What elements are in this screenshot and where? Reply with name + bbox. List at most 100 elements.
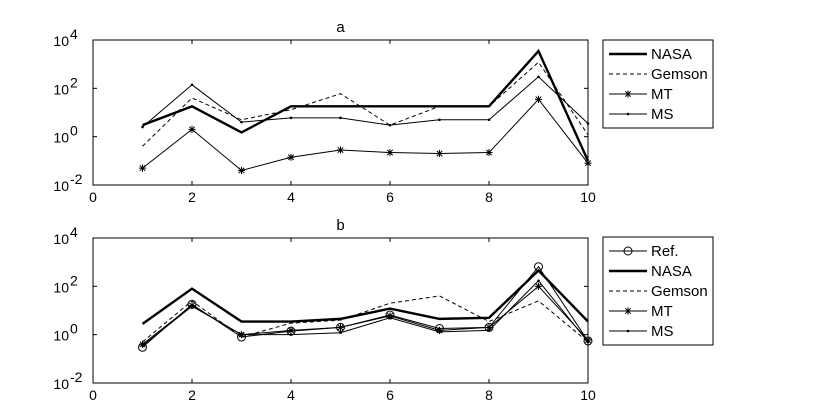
plot-area: [92, 237, 589, 384]
data-point-d2: [188, 126, 196, 133]
legend-item: MT: [609, 303, 673, 320]
y-tick-label: 10: [53, 178, 69, 194]
legend-label: MT: [651, 303, 673, 320]
y-tick-exponent: 0: [70, 321, 78, 337]
legend-marker-d2: [624, 307, 632, 315]
series-line: [142, 295, 589, 343]
series-line: [142, 280, 589, 347]
x-tick-label: 6: [386, 189, 394, 205]
data-point: [339, 116, 342, 120]
data-point-d2: [337, 146, 344, 154]
data-point-d2: [139, 341, 146, 348]
series-line: [142, 98, 589, 171]
series-line: [141, 268, 589, 325]
series-line: [142, 61, 589, 147]
legend-item: Gemson: [609, 283, 708, 300]
legend-item: Ref.: [609, 243, 679, 260]
y-tick-exponent: 2: [70, 74, 78, 90]
data-point: [240, 333, 243, 336]
data-point: [435, 149, 444, 158]
y-tick-exponent: -2: [70, 369, 83, 385]
data-point: [438, 118, 441, 122]
data-point-d2: [584, 336, 592, 344]
data-point: [537, 279, 540, 283]
data-point: [485, 148, 493, 157]
data-point: [336, 323, 345, 331]
x-tick-label: 10: [580, 387, 596, 403]
legend-item: MT: [609, 86, 673, 103]
data-point: [586, 340, 590, 344]
data-point: [141, 344, 144, 347]
data-point-d2: [386, 312, 394, 319]
data-point: [188, 125, 196, 133]
legend-marker: [624, 307, 632, 315]
data-point: [534, 282, 543, 290]
data-point: [240, 120, 243, 124]
y-tick-label: 10: [53, 376, 69, 392]
y-tick-exponent: 4: [70, 224, 78, 240]
data-point: [487, 329, 491, 332]
data-point-d2: [139, 165, 146, 172]
x-tick-label: 2: [188, 387, 196, 403]
data-point-d2: [485, 149, 493, 156]
data-point: [289, 116, 293, 120]
x-tick-label: 8: [485, 387, 493, 403]
x-tick-label: 2: [188, 189, 196, 205]
chart-title: a: [336, 19, 345, 36]
series-line: [142, 285, 589, 345]
x-tick-label: 8: [485, 189, 493, 205]
legend-item: Gemson: [609, 66, 708, 83]
y-tick-exponent: 4: [70, 26, 78, 42]
data-point: [138, 164, 147, 172]
series-ms: [141, 279, 590, 347]
data-point-d2: [287, 327, 295, 334]
series-line: [142, 48, 590, 162]
data-point-d2: [535, 96, 542, 103]
data-point: [386, 148, 394, 157]
data-point-d2: [485, 324, 493, 331]
y-tick-label: 10: [53, 328, 69, 344]
data-point: [289, 333, 293, 336]
data-point-d2: [238, 167, 245, 174]
chart-title: b: [336, 217, 344, 234]
legend-label: Ref.: [651, 243, 679, 260]
data-point-d2: [337, 324, 344, 331]
data-point: [487, 118, 491, 122]
data-point: [438, 330, 441, 334]
data-point-d2: [386, 149, 394, 156]
legend-marker: [626, 112, 630, 116]
series-line: [142, 76, 589, 128]
series-line: [142, 265, 589, 348]
y-tick-label: 10: [53, 33, 69, 49]
data-point: [586, 122, 590, 125]
data-point: [388, 316, 392, 320]
y-tick-exponent: -2: [70, 171, 83, 187]
data-point: [190, 83, 194, 87]
y-tick-label: 10: [53, 231, 69, 247]
data-point: [141, 125, 144, 129]
series-ms: [141, 75, 590, 129]
data-point: [190, 304, 194, 308]
legend-box: [602, 236, 714, 346]
legend-marker: [623, 246, 633, 256]
legend-label: NASA: [651, 46, 692, 63]
legend-label: Gemson: [651, 66, 708, 83]
data-point: [287, 153, 295, 161]
series-nasa: [141, 268, 589, 325]
series-gemson: [142, 295, 589, 343]
x-tick-label: 10: [580, 189, 596, 205]
x-tick-label: 4: [287, 387, 295, 403]
y-tick-label: 10: [53, 279, 69, 295]
legend-item: MS: [609, 323, 674, 340]
x-tick-label: 6: [386, 387, 394, 403]
series-gemson: [142, 61, 589, 147]
y-tick-label: 10: [53, 81, 69, 97]
data-point: [336, 146, 345, 154]
data-point: [237, 166, 246, 175]
data-point: [388, 123, 392, 127]
data-point: [287, 326, 295, 335]
legend-label: MT: [651, 86, 673, 103]
x-tick-label: 4: [287, 189, 295, 205]
